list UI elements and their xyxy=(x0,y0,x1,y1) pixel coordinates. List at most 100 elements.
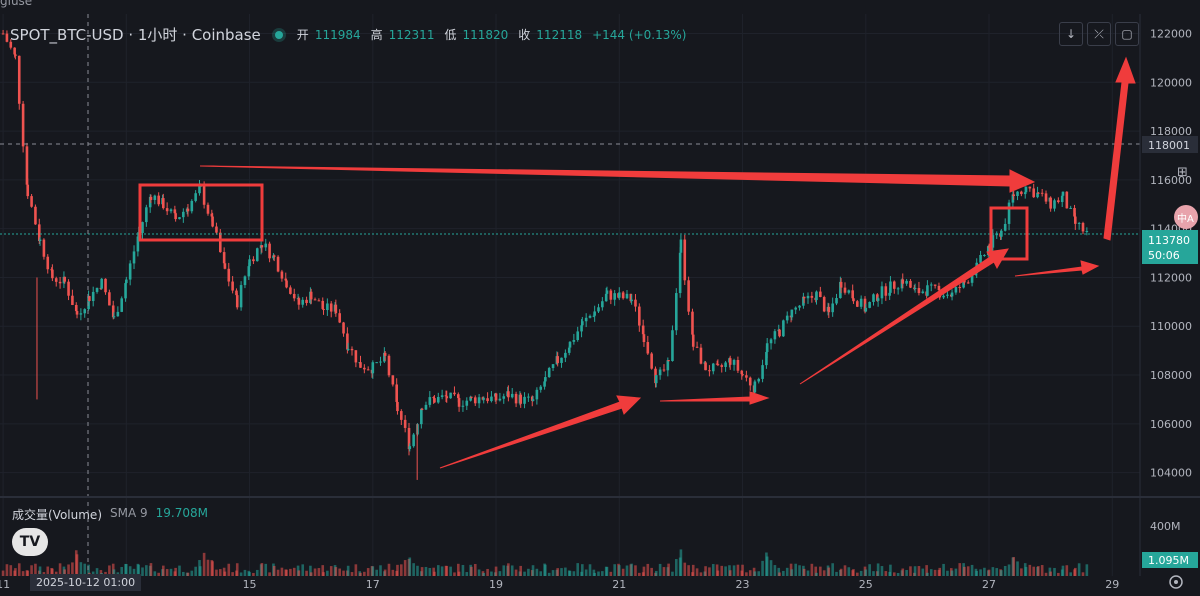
volume-bar xyxy=(991,567,995,576)
candle-body xyxy=(950,292,954,297)
down-arrow-icon[interactable]: ↓ xyxy=(1059,22,1083,46)
volume-bar xyxy=(363,571,366,576)
volume-bar xyxy=(440,566,444,576)
crosshair-price-badge: 118001 xyxy=(1148,139,1190,152)
volume-bar xyxy=(642,566,646,576)
candle-body xyxy=(444,395,448,397)
candle-body xyxy=(305,299,308,303)
volume-bar xyxy=(211,561,214,576)
tradingview-logo-icon[interactable]: TV xyxy=(12,528,48,556)
volume-bar xyxy=(449,566,452,576)
volume-bar xyxy=(831,563,834,576)
candle-body xyxy=(235,295,239,308)
candle-body xyxy=(321,300,325,309)
candle-body xyxy=(802,296,805,306)
candle-body xyxy=(71,295,74,305)
candle-body xyxy=(231,281,234,291)
sma-value: 19.708M xyxy=(155,506,208,520)
volume-bar xyxy=(790,569,794,576)
sma-label: SMA 9 xyxy=(110,506,148,520)
volume-bar xyxy=(519,565,523,576)
volume-bar xyxy=(798,565,801,576)
collapse-icon[interactable]: ⤫ xyxy=(1087,22,1111,46)
candle-body xyxy=(715,363,719,365)
volume-bar xyxy=(276,569,280,576)
candle-body xyxy=(621,292,625,299)
candle-body xyxy=(223,263,227,269)
candle-body xyxy=(1040,192,1044,194)
symbol-title[interactable]: SPOT_BTC-USD · 1小时 · Coinbase xyxy=(10,26,261,44)
candle-body xyxy=(432,397,435,399)
volume-bar xyxy=(26,570,30,576)
candle-body xyxy=(1044,193,1048,202)
candle-body xyxy=(153,195,157,200)
candle-body xyxy=(313,299,317,301)
volume-bar xyxy=(412,563,415,576)
volume-bar xyxy=(21,571,25,576)
candle-body xyxy=(396,401,399,412)
candle-body xyxy=(864,307,868,312)
candle-body xyxy=(913,288,917,290)
volume-bar xyxy=(527,568,530,576)
candle-body xyxy=(292,293,296,299)
candle-body xyxy=(728,358,732,365)
volume-bar xyxy=(704,566,707,576)
volume-bar xyxy=(34,563,37,576)
volume-bar xyxy=(326,570,329,576)
candle-body xyxy=(798,305,801,308)
candle-body xyxy=(876,294,879,301)
volume-bar xyxy=(815,572,818,576)
volume-bar xyxy=(157,572,160,576)
open-value: 111984 xyxy=(314,27,361,42)
candle-body xyxy=(748,377,752,386)
translate-icon[interactable]: 中A xyxy=(1174,205,1198,229)
candle-body xyxy=(802,296,806,299)
volume-bar xyxy=(54,571,58,576)
candle-body xyxy=(876,298,880,301)
volume-bar xyxy=(901,568,905,576)
volume-bar xyxy=(280,567,284,576)
volume-bar xyxy=(169,568,173,576)
volume-bar xyxy=(802,568,806,576)
settings-icon[interactable] xyxy=(1169,575,1183,589)
candle-body xyxy=(243,276,247,286)
candle-body xyxy=(502,396,506,399)
volume-bar xyxy=(1007,564,1011,576)
volume-bar xyxy=(926,572,929,576)
volume-bar xyxy=(297,570,301,576)
candle-body xyxy=(350,348,354,351)
candle-body xyxy=(1077,222,1081,224)
volume-label[interactable]: 成交量(Volume) xyxy=(12,508,102,522)
volume-bar xyxy=(1057,572,1060,576)
x-tick-label: 21 xyxy=(612,578,626,591)
volume-bar xyxy=(732,565,736,576)
volume-bar xyxy=(864,569,868,576)
volume-bar xyxy=(51,568,54,576)
fullscreen-icon[interactable]: ▢ xyxy=(1115,22,1139,46)
candle-body xyxy=(835,298,838,304)
candle-body xyxy=(403,419,407,428)
y-tick-label: 108000 xyxy=(1150,369,1192,382)
volume-bar xyxy=(662,567,666,576)
volume-bar xyxy=(322,572,325,576)
candle-body xyxy=(662,369,666,371)
candle-body xyxy=(1016,191,1019,197)
candle-body xyxy=(917,288,921,294)
volume-bar xyxy=(925,565,928,576)
volume-bar xyxy=(531,565,535,576)
volume-bar xyxy=(535,568,539,576)
volume-bar xyxy=(428,567,432,576)
candle-body xyxy=(966,282,970,284)
add-icon[interactable]: ⊞ xyxy=(1176,164,1190,180)
volume-bar xyxy=(71,562,74,576)
candle-body xyxy=(1024,186,1028,193)
candle-body xyxy=(671,330,674,362)
candle-body xyxy=(991,235,995,248)
candle-body xyxy=(831,303,834,313)
candle-body xyxy=(42,239,46,257)
candle-body xyxy=(630,299,633,302)
candle-body xyxy=(884,286,888,296)
candle-body xyxy=(519,394,523,404)
top-strip: gluse xyxy=(0,0,1200,14)
